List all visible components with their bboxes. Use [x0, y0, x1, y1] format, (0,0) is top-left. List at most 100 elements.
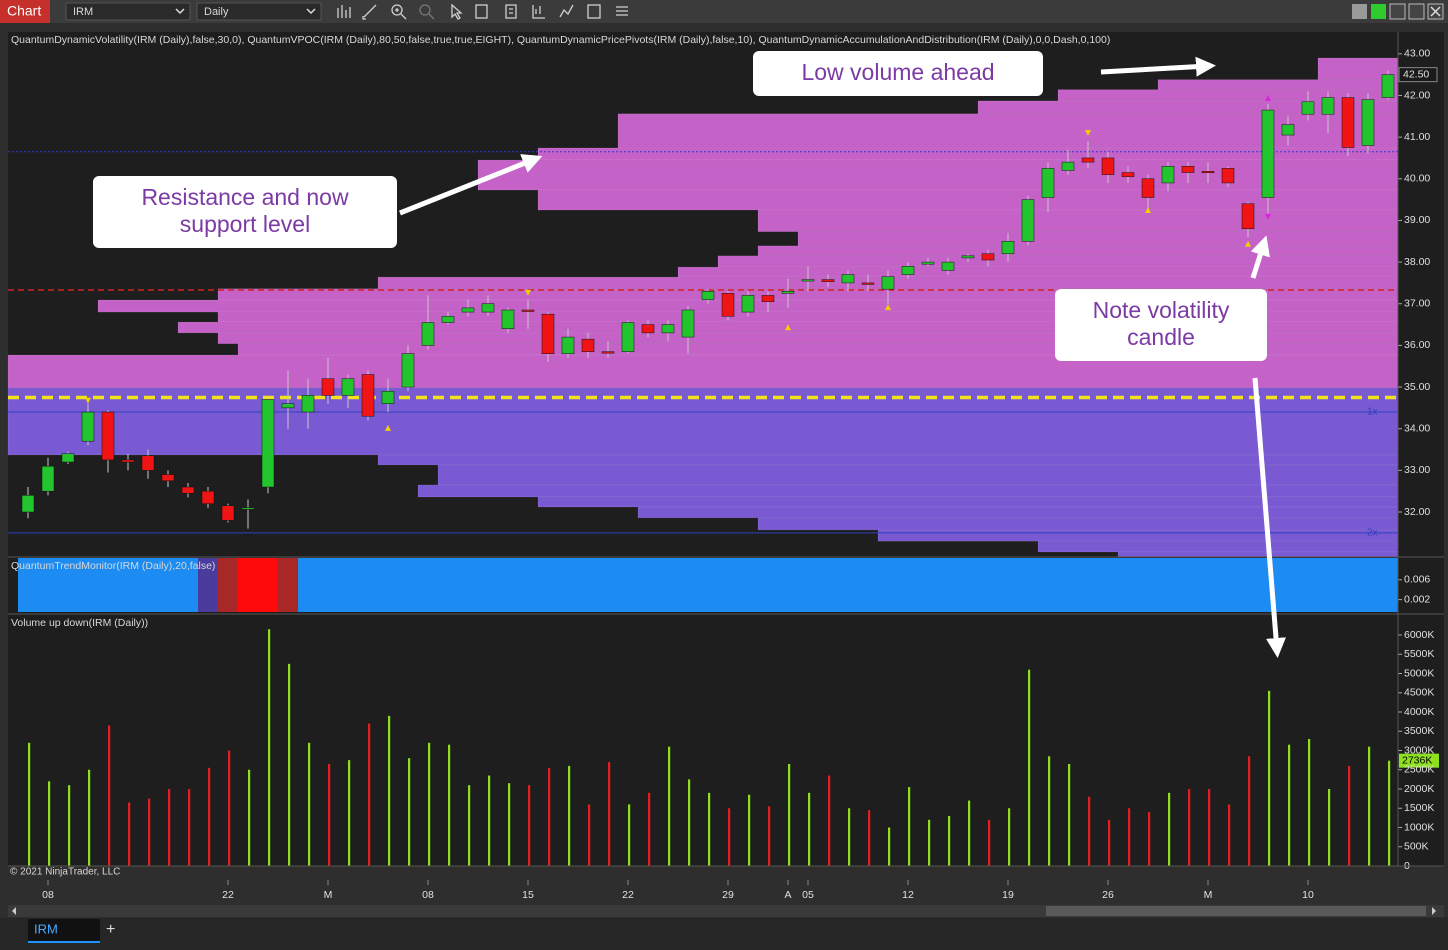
link-button[interactable]: [1371, 4, 1386, 19]
templates-icon[interactable]: [587, 4, 601, 19]
y-tick-label: 4000K: [1404, 706, 1434, 718]
candle-body: [921, 261, 935, 265]
y-tick-label: 2000K: [1404, 783, 1434, 795]
y-tick-label: 35.00: [1404, 381, 1430, 393]
candle-body: [61, 453, 75, 463]
profile-band: [377, 454, 1399, 466]
value-axis-area: [1398, 32, 1444, 866]
instrument-select[interactable]: [65, 2, 191, 21]
arrow: [1252, 377, 1287, 658]
zoom-in-icon[interactable]: [391, 4, 403, 16]
y-tick-label: 0.002: [1404, 593, 1430, 605]
candle-body: [1241, 203, 1255, 230]
candle-body: [1221, 168, 1235, 184]
pivot-marker: [1265, 94, 1271, 101]
candle-body: [661, 324, 675, 334]
menu-icon[interactable]: [616, 6, 628, 16]
volume-bar: [868, 810, 871, 866]
strategies-icon[interactable]: [559, 4, 574, 18]
volume-bar: [148, 798, 151, 866]
volume-bar: [908, 787, 911, 866]
pointer-icon[interactable]: [451, 3, 463, 20]
candle-body: [441, 315, 455, 323]
volume-bars: [28, 629, 1391, 866]
volume-bar: [488, 775, 491, 866]
candle-body: [581, 338, 595, 352]
candle-body: [781, 291, 795, 294]
volume-bar: [388, 715, 391, 866]
trend-down-zone: [238, 558, 278, 612]
volume-bar: [1368, 746, 1371, 866]
arrow: [1100, 56, 1216, 77]
toolbar-icons: [337, 3, 628, 20]
volume-bar: [648, 792, 651, 866]
y-tick-label: 43.00: [1404, 48, 1430, 60]
profile-band: [757, 209, 1399, 232]
y-tick-label: 38.00: [1404, 256, 1430, 268]
toolbar: [0, 0, 1448, 23]
candle-body: [1041, 168, 1055, 198]
candle-body: [561, 336, 575, 354]
properties-icon[interactable]: [505, 4, 517, 19]
data-box-icon[interactable]: [475, 4, 488, 19]
volume-bar: [588, 804, 591, 866]
candle-body: [381, 390, 395, 404]
volume-bar: [1208, 789, 1211, 866]
callout-text: Low volume ahead: [801, 59, 994, 85]
last-volume-box: [1399, 753, 1439, 768]
instrument-tab[interactable]: [28, 919, 100, 943]
candle-body: [841, 274, 855, 284]
volume-bar: [968, 800, 971, 866]
indicators-icon[interactable]: [532, 5, 545, 19]
candle-body: [1341, 97, 1355, 148]
y-tick-label: 41.00: [1404, 131, 1430, 143]
candle-body: [201, 490, 215, 504]
profile-band: [717, 255, 1399, 268]
candle-body: [1001, 241, 1015, 255]
callouts: Low volume ahead Resistance and now supp…: [93, 51, 1287, 658]
x-tick-label: A: [784, 889, 791, 901]
candle-body: [881, 276, 895, 290]
y-tick-label: 36.00: [1404, 339, 1430, 351]
volume-bar: [468, 785, 471, 866]
scroll-thumb[interactable]: [1046, 906, 1426, 916]
profile-band: [797, 231, 1399, 247]
volume-bar: [1348, 765, 1351, 866]
candle-body: [1021, 199, 1035, 242]
x-tick-label: 12: [902, 889, 914, 901]
candle-body: [1181, 166, 1195, 173]
draw-icon[interactable]: [362, 4, 377, 20]
arrow: [1250, 235, 1270, 279]
volume-bar: [128, 802, 131, 866]
callout-text: Note volatility: [1093, 297, 1230, 323]
period-select[interactable]: [196, 2, 322, 21]
volume-bar: [248, 769, 251, 866]
y-tick-label: 1500K: [1404, 802, 1434, 814]
volume-bar: [1268, 690, 1271, 866]
copyright: © 2021 NinjaTrader, LLC: [10, 867, 120, 878]
y-tick-label: 34.00: [1404, 422, 1430, 434]
volume-bar: [628, 804, 631, 866]
volume-bar: [1188, 789, 1191, 866]
candle-body: [1201, 171, 1215, 174]
zoom-out-icon[interactable]: [419, 4, 431, 16]
volume-bar: [1308, 738, 1311, 866]
candle-body: [521, 309, 535, 312]
volume-bar: [28, 742, 31, 866]
maximize-button[interactable]: [1408, 3, 1425, 20]
add-tab[interactable]: +: [106, 921, 115, 938]
volume-bar: [408, 758, 411, 866]
volume-bar: [1068, 763, 1071, 866]
pin-button[interactable]: [1352, 4, 1367, 19]
bars-icon[interactable]: [337, 5, 351, 18]
chart-tab[interactable]: [0, 0, 50, 23]
candle-body: [761, 295, 775, 302]
x-tick-label: 29: [722, 889, 734, 901]
pivot-marker: [1245, 240, 1251, 247]
candle-body: [501, 309, 515, 329]
volume-bar: [688, 779, 691, 866]
minimize-button[interactable]: [1389, 3, 1406, 20]
volume-bar: [728, 808, 731, 866]
